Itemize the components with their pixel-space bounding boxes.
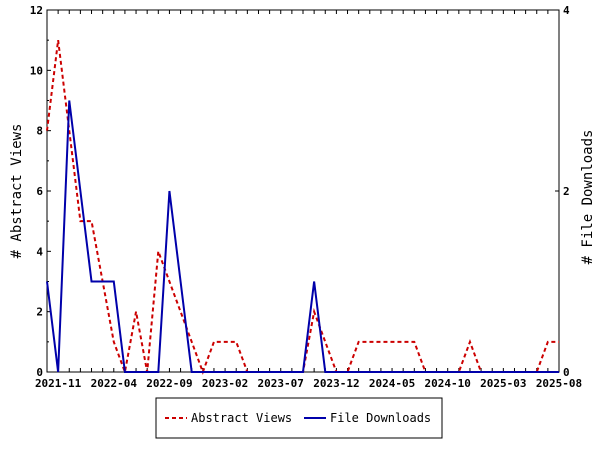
y-axis-right-title: # File Downloads [580,130,596,265]
x-tick-label-2024-05: 2024-05 [369,377,415,390]
x-tick-label-2025-03: 2025-03 [480,377,526,390]
x-tick-label-2024-10: 2024-10 [425,377,471,390]
x-tick-label-2022-09: 2022-09 [146,377,192,390]
x-tick-label-2023-02: 2023-02 [202,377,248,390]
series-line-file-downloads [46,100,559,373]
y-left-tick-label-12: 12 [30,4,43,17]
y-right-tick-label-0: 0 [563,366,570,379]
y-left-tick-label-0: 0 [36,366,43,379]
plot-area [46,9,560,373]
y-axis-left-title: # Abstract Views [9,124,25,259]
x-tick-label-2022-04: 2022-04 [91,377,138,390]
legend-label-file-downloads: File Downloads [330,411,431,425]
x-tick-label-2025-08: 2025-08 [536,377,582,390]
legend: Abstract Views File Downloads [155,397,443,439]
legend-box [155,397,443,439]
y-right-tick-label-4: 4 [563,4,570,17]
x-tick-label-2023-07: 2023-07 [258,377,304,390]
y-left-tick-label-10: 10 [30,64,43,77]
y-left-tick-label-6: 6 [36,185,43,198]
y-left-tick-label-8: 8 [36,125,43,138]
series-lines [46,40,559,376]
y-left-tick-label-4: 4 [36,245,43,258]
y-left-tick-label-2: 2 [36,306,43,319]
axis-tick-labels: 2021-11 2022-04 2022-09 2023-02 2023-07 2023-… [30,4,582,390]
x-tick-label-2023-12: 2023-12 [313,377,359,390]
x-tick-label-2021-11: 2021-11 [35,377,82,390]
legend-label-abstract-views: Abstract Views [191,411,292,425]
y-right-tick-label-2: 2 [563,185,570,198]
